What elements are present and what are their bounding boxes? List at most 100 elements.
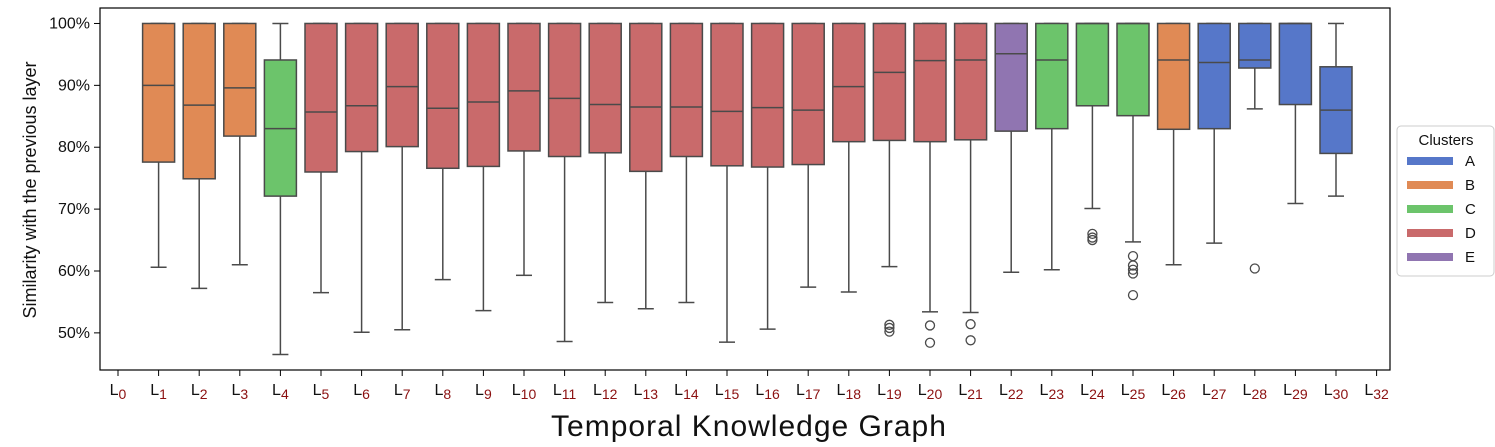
x-tick-label-base: L [394,382,403,399]
x-tick-label-base: L [110,382,119,399]
x-axis-title: Temporal Knowledge Graph [551,410,947,443]
iqr-box [588,22,622,154]
x-tick-label-subscript: 28 [1251,386,1267,402]
y-tick-label: 60% [58,263,90,280]
iqr-box [304,22,338,173]
x-tick-label: L22 [999,382,1024,402]
x-tick-label: L19 [877,382,902,402]
x-tick-label: L17 [796,382,821,402]
outlier-point [924,337,936,348]
iqr-box [182,22,216,180]
x-tick-label: L12 [593,382,618,402]
legend-swatch-D [1407,229,1453,237]
box-L27 [1197,22,1231,244]
iqr-box [832,22,866,143]
iqr-box [994,22,1028,132]
legend-label-A: A [1465,153,1475,170]
outlier-point [884,322,895,334]
x-tick-label: L32 [1364,382,1389,402]
x-tick-label: L15 [715,382,740,402]
outlier-point [884,319,895,330]
x-tick-label: L0 [110,382,127,402]
x-tick-label-base: L [1283,382,1292,399]
plot-frame [99,7,1391,371]
iqr-box [344,22,379,153]
outlier-point [965,319,976,330]
x-tick-label-base: L [755,382,764,399]
legend-swatch-C [1407,205,1453,213]
x-tick-label: L7 [394,382,411,402]
iqr-box [223,22,257,137]
iqr-box [872,22,907,142]
x-tick-label: L9 [475,382,492,402]
box-L29 [1278,22,1313,205]
x-tick-label-base: L [1202,382,1211,399]
x-tick-label: L3 [231,382,248,402]
x-tick-label-base: L [715,382,724,399]
x-tick-label: L16 [755,382,780,402]
box-L8 [426,22,460,281]
x-tick-label-base: L [1243,382,1252,399]
iqr-box [1075,22,1110,107]
box-L15 [710,22,744,343]
box-L11 [547,22,582,343]
iqr-box [1278,22,1313,106]
iqr-box [507,22,541,152]
outlier-point [1249,263,1260,274]
x-tick-label-subscript: 13 [642,386,658,402]
x-tick-label-subscript: 9 [484,386,492,402]
box-L9 [466,22,501,312]
box-L16 [750,22,785,330]
iqr-box [1116,22,1150,117]
x-tick-label-base: L [796,382,805,399]
x-tick-label-base: L [674,382,683,399]
x-tick-label-subscript: 23 [1048,386,1064,402]
box-L5 [304,22,338,294]
x-tick-label-base: L [231,382,240,399]
x-tick-label: L18 [837,382,862,402]
x-tick-label-base: L [837,382,846,399]
box-L23 [1035,22,1069,271]
legend-swatch-B [1407,181,1453,189]
x-tick-label: L1 [150,382,167,402]
x-tick-label-subscript: 5 [322,386,330,402]
outlier-point [1127,289,1139,301]
iqr-box [1238,22,1272,69]
y-tick-label: 70% [58,201,90,218]
x-tick-label-subscript: 30 [1333,386,1349,402]
iqr-box [1197,22,1231,130]
x-tick-label: L10 [512,382,537,402]
iqr-box [141,22,176,163]
iqr-box [750,22,785,168]
legend-swatch-E [1407,253,1453,261]
x-tick-label: L28 [1243,382,1268,402]
box-L7 [385,22,419,331]
x-tick-label-base: L [1161,382,1170,399]
x-tick-label: L20 [918,382,943,402]
x-tick-label-base: L [593,382,602,399]
x-tick-label: L23 [1040,382,1065,402]
x-tick-label-base: L [999,382,1008,399]
x-tick-label-subscript: 26 [1170,386,1186,402]
iqr-box [669,22,704,158]
x-tick-label-base: L [434,382,443,399]
box-L17 [791,22,825,288]
box-L22 [994,22,1028,273]
iqr-box [953,22,988,141]
x-tick-label-base: L [353,382,362,399]
box-L3 [223,22,257,266]
iqr-box [791,22,825,166]
box-L6 [344,22,379,334]
x-tick-label-subscript: 19 [886,386,902,402]
x-tick-label-subscript: 29 [1292,386,1308,402]
legend-title: Clusters [1418,132,1473,149]
x-tick-label: L5 [313,382,330,402]
iqr-box [426,22,460,170]
x-tick-label: L29 [1283,382,1308,402]
plot-area: 50%60%70%80%90%100%L0 L1 L2 L3 L4 L5 L6 L7 L8 L9 L… [49,7,1391,402]
x-tick-label-subscript: 12 [602,386,618,402]
box-L12 [588,22,622,304]
iqr-box [913,22,947,143]
